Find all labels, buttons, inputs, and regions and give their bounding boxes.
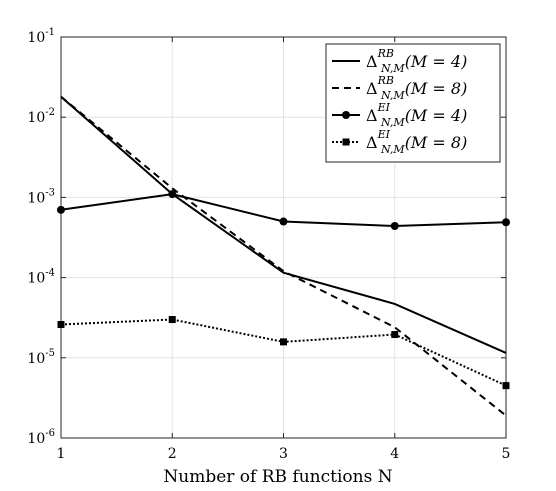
x-tick-label-1: 1 [57, 446, 66, 462]
legend-label-1: ΔRB N,M(M = 4) [366, 47, 467, 75]
legend-item-3: ΔEI N,M(M = 4) [332, 101, 467, 129]
legend-item-2: ΔRB N,M(M = 8) [332, 74, 467, 102]
series-2-line [60, 95, 507, 417]
x-axis-label: Number of RB functions N [163, 467, 392, 487]
legend-item-1: ΔRB N,M(M = 4) [332, 47, 467, 75]
series-2 [60, 95, 507, 417]
series-1 [60, 95, 507, 354]
series-3-point-3 [279, 217, 288, 226]
x-tick-label-5: 5 [502, 446, 511, 462]
legend-label-4: ΔEI N,M(M = 8) [366, 128, 467, 156]
series-4-point-5 [502, 382, 510, 390]
legend-marker-4 [342, 138, 350, 146]
series-3-point-2 [168, 190, 177, 199]
series-3-point-4 [390, 221, 399, 230]
series-1-line [60, 95, 507, 354]
series-4 [57, 316, 510, 390]
legend-box [325, 43, 501, 163]
series-3-point-1 [57, 205, 65, 214]
y-tick-label-4: 10-4 [27, 268, 55, 287]
plot-frame [60, 36, 507, 439]
series-4-point-2 [168, 316, 176, 324]
y-tick-label-5: 10-5 [27, 348, 55, 367]
series-4-point-3 [280, 338, 287, 346]
x-tick-label-2: 2 [168, 446, 177, 462]
series-layer [57, 95, 510, 417]
x-tick-label-3: 3 [279, 446, 288, 462]
legend-item-4: ΔEI N,M(M = 8) [332, 128, 467, 156]
y-tick-label-6: 10-6 [27, 428, 55, 447]
series-3 [57, 190, 510, 230]
legend-label-2: ΔRB N,M(M = 8) [366, 74, 467, 102]
legend: ΔRB N,M(M = 4)ΔRB N,M(M = 8)ΔEI N,M(M = 4)Δ… [325, 43, 501, 163]
y-tick-label-1: 10-1 [27, 27, 55, 46]
legend-label-3: ΔEI N,M(M = 4) [366, 101, 467, 129]
legend-marker-3 [342, 111, 350, 119]
series-4-point-1 [57, 321, 65, 329]
y-tick-label-2: 10-2 [27, 107, 55, 126]
y-tick-label-3: 10-3 [27, 187, 55, 206]
series-3-point-5 [502, 218, 510, 227]
y-tick-labels: 10-1 10-2 10-3 10-4 10-5 10-6 [27, 27, 55, 447]
x-tick-label-4: 4 [390, 446, 399, 462]
x-tick-labels: 1 2 3 4 5 [57, 446, 511, 462]
series-4-point-4 [391, 331, 399, 339]
